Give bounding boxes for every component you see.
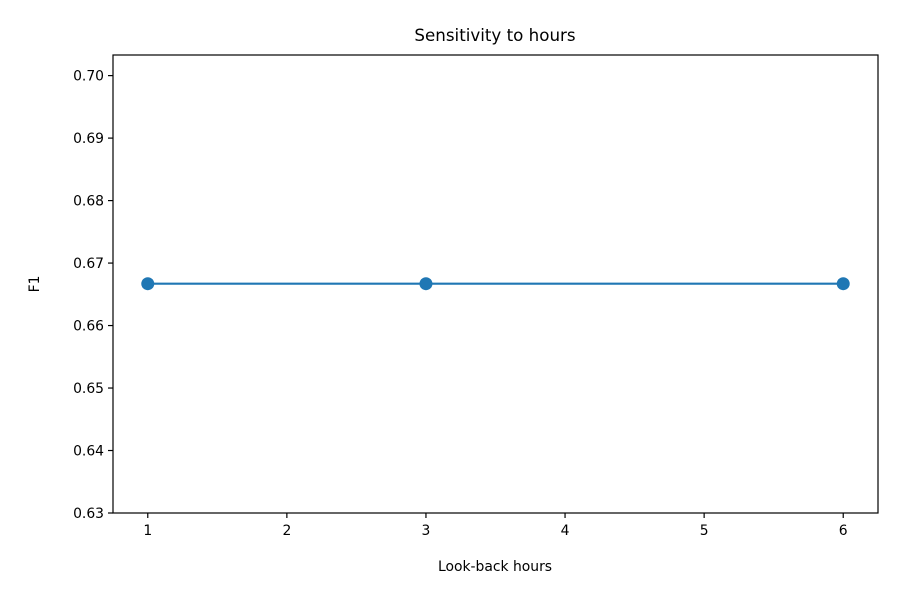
- y-tick-label: 0.63: [73, 506, 104, 522]
- x-axis-label: Look-back hours: [438, 559, 552, 575]
- x-tick-label: 1: [143, 523, 152, 539]
- y-axis-label: F1: [27, 276, 43, 293]
- y-tick-label: 0.67: [73, 256, 104, 272]
- plot-area-frame: [112, 54, 879, 514]
- y-tick-label: 0.70: [73, 69, 104, 85]
- y-axis-ticks: 0.63 0.64 0.65 0.66 0.67 0.68 0.69 0.70: [73, 69, 113, 522]
- x-tick-label: 2: [282, 523, 291, 539]
- y-tick-label: 0.69: [73, 131, 104, 147]
- x-tick-label: 4: [561, 523, 570, 539]
- x-tick-label: 5: [700, 523, 709, 539]
- y-tick-label: 0.66: [73, 319, 104, 335]
- y-tick-label: 0.68: [73, 194, 104, 210]
- x-tick-label: 3: [422, 523, 431, 539]
- y-tick-label: 0.64: [73, 444, 104, 460]
- data-point: [141, 277, 155, 291]
- x-axis-ticks: 1 2 3 4 5 6: [143, 513, 848, 539]
- data-point: [836, 277, 850, 291]
- plot-series: [141, 277, 850, 291]
- x-tick-label: 6: [839, 523, 848, 539]
- data-point: [419, 277, 433, 291]
- chart-title: Sensitivity to hours: [414, 25, 575, 45]
- y-tick-label: 0.65: [73, 381, 104, 397]
